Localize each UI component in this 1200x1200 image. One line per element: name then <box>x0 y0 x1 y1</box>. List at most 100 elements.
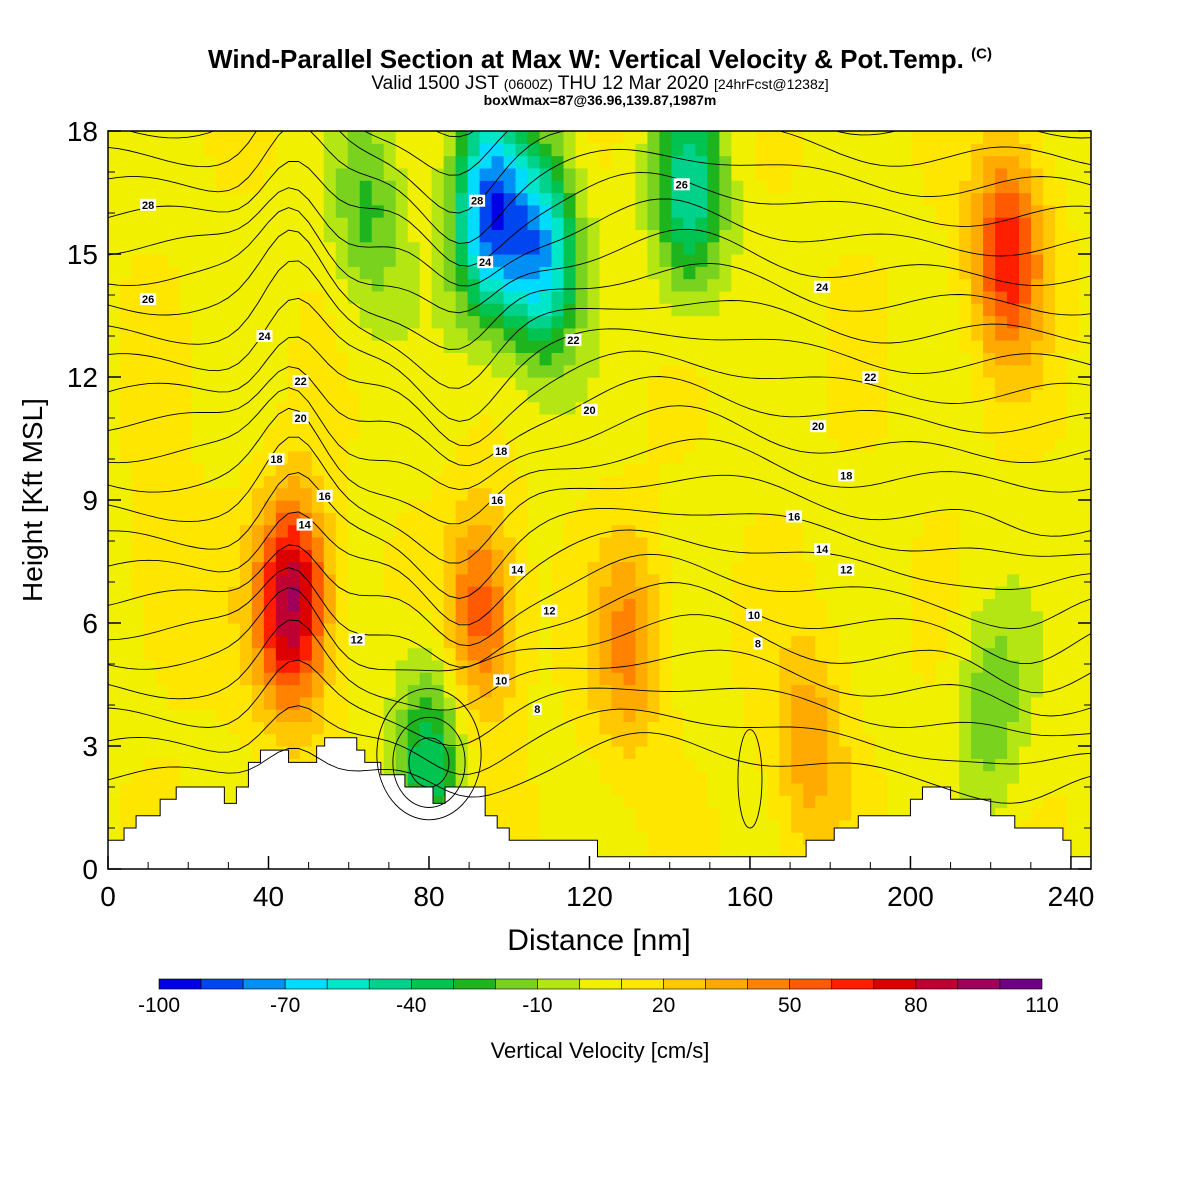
field-cell <box>275 131 289 144</box>
field-cell <box>683 377 697 390</box>
field-cell <box>551 389 565 403</box>
field-cell <box>863 241 876 255</box>
field-cell <box>923 721 936 735</box>
field-cell <box>491 401 505 415</box>
field-cell <box>515 352 529 366</box>
field-cell <box>287 167 301 181</box>
field-cell <box>467 463 481 476</box>
field-cell <box>191 167 205 181</box>
field-cell <box>515 635 529 649</box>
field-cell <box>251 352 265 366</box>
field-cell <box>347 180 361 194</box>
field-cell <box>767 167 780 181</box>
field-cell <box>407 327 421 341</box>
field-cell <box>1055 475 1068 489</box>
field-cell <box>551 401 565 415</box>
field-cell <box>515 586 529 599</box>
field-cell <box>563 401 577 415</box>
field-cell <box>347 463 361 476</box>
field-cell <box>407 204 421 218</box>
field-cell <box>155 241 169 255</box>
field-cell <box>203 598 217 612</box>
field-cell <box>683 401 697 415</box>
field-cell <box>359 315 373 329</box>
field-cell <box>251 709 265 722</box>
field-cell <box>503 167 517 181</box>
field-cell <box>527 180 541 194</box>
field-cell <box>299 229 313 243</box>
field-cell <box>1043 598 1056 612</box>
field-cell <box>767 746 780 759</box>
field-cell <box>275 364 289 378</box>
field-cell <box>1031 684 1044 698</box>
field-cell <box>599 278 613 292</box>
field-cell <box>647 647 661 661</box>
field-cell <box>527 536 541 550</box>
field-cell <box>731 746 744 759</box>
field-cell <box>1019 192 1032 206</box>
field-cell <box>1019 438 1032 452</box>
field-cell <box>1031 770 1044 784</box>
field-cell <box>695 770 708 784</box>
field-cell <box>263 167 277 181</box>
field-cell <box>347 303 361 317</box>
field-cell <box>803 401 816 415</box>
field-cell <box>623 278 637 292</box>
field-cell <box>323 647 337 661</box>
field-cell <box>143 573 157 587</box>
field-cell <box>731 143 744 157</box>
field-cell <box>479 340 493 353</box>
field-cell <box>108 561 121 575</box>
field-cell <box>779 389 792 403</box>
field-cell <box>239 549 253 563</box>
field-cell <box>359 672 373 686</box>
isentrope-label: 24 <box>814 280 831 294</box>
field-cell <box>575 487 589 501</box>
field-cell <box>971 364 984 378</box>
field-cell <box>683 487 697 501</box>
field-cell <box>167 746 181 759</box>
field-cell <box>623 266 637 280</box>
field-cell <box>743 487 756 501</box>
field-cell <box>779 377 792 390</box>
field-cell <box>407 635 421 649</box>
field-cell <box>1043 672 1056 686</box>
field-cell <box>1055 254 1068 267</box>
field-cell <box>155 487 169 501</box>
field-cell <box>671 389 685 403</box>
field-cell <box>923 635 936 649</box>
field-cell <box>455 500 469 513</box>
field-cell <box>443 229 457 243</box>
field-cell <box>1019 290 1032 304</box>
field-cell <box>323 278 337 292</box>
field-cell <box>707 684 720 698</box>
field-cell <box>359 696 373 710</box>
field-cell <box>1019 364 1032 378</box>
field-cell <box>887 438 900 452</box>
field-cell <box>191 770 205 784</box>
field-cell <box>287 217 301 230</box>
field-cell <box>743 167 756 181</box>
field-cell <box>983 672 996 686</box>
field-cell <box>263 610 277 624</box>
field-cell <box>587 709 601 722</box>
field-cell <box>299 659 313 673</box>
field-cell <box>371 672 385 686</box>
field-cell <box>803 819 816 833</box>
field-cell <box>275 401 289 415</box>
field-cell <box>143 450 157 464</box>
field-cell <box>551 709 565 722</box>
field-cell <box>131 758 145 772</box>
field-cell <box>287 549 301 563</box>
field-cell <box>839 364 852 378</box>
field-cell <box>263 487 277 501</box>
isentrope-label: 12 <box>541 604 558 618</box>
field-cell <box>647 229 661 243</box>
field-cell <box>1055 364 1068 378</box>
field-cell <box>1067 401 1080 415</box>
field-cell <box>647 377 661 390</box>
field-cell <box>431 512 445 526</box>
field-cell <box>527 758 541 772</box>
field-cell <box>311 672 325 686</box>
field-cell <box>839 217 852 230</box>
